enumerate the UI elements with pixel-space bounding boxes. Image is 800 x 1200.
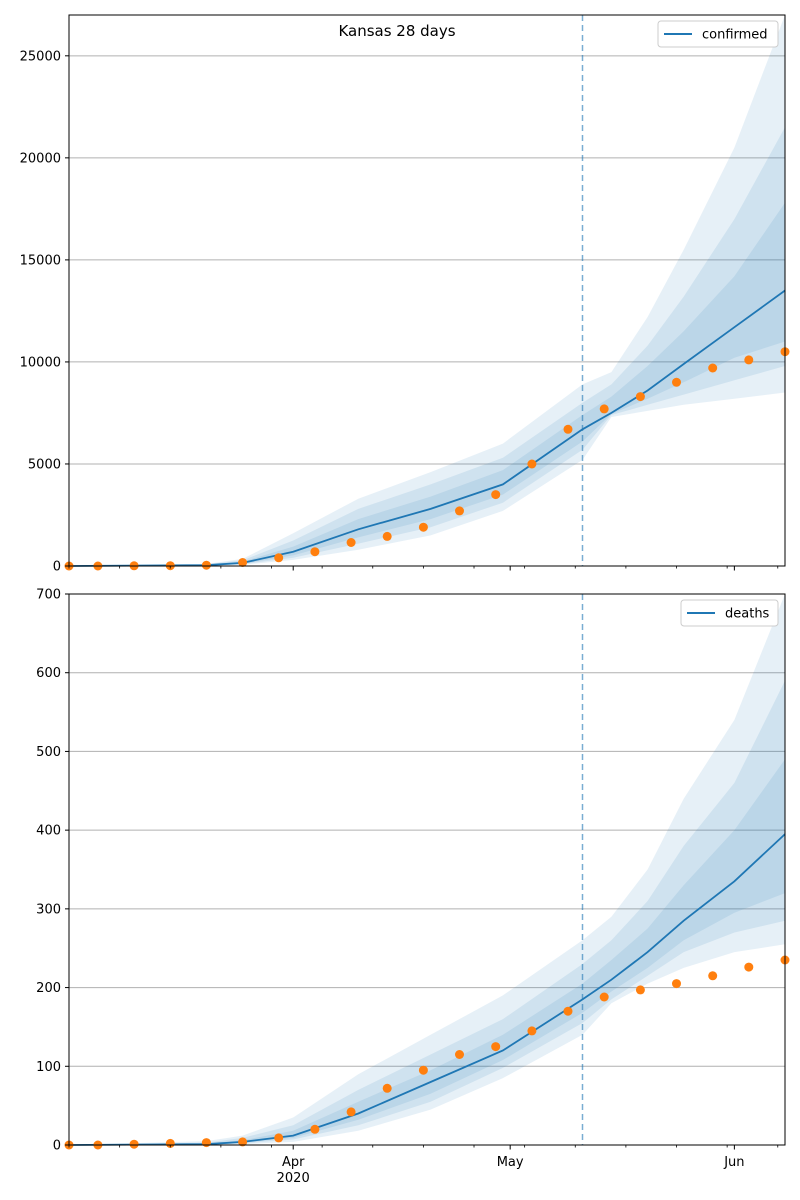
deaths-y-tick-label: 200: [36, 981, 61, 996]
confirmed-bands: [69, 15, 785, 566]
confirmed-observed-point: [238, 558, 248, 567]
confirmed-observed-point: [491, 490, 501, 500]
deaths-confidence-band: [69, 594, 785, 1145]
confirmed-observed-point: [563, 424, 573, 434]
deaths-observed-point: [238, 1137, 248, 1147]
deaths-observed-point: [491, 1042, 501, 1052]
confirmed-y-tick-label: 5000: [28, 457, 61, 472]
deaths-y-tick-label: 0: [53, 1139, 61, 1154]
deaths-observed-point: [382, 1083, 392, 1093]
deaths-legend-box: [680, 599, 779, 627]
confirmed-observed-point: [201, 560, 211, 570]
x-tick-sublabel: 2020: [277, 1171, 310, 1186]
x-tick-label: Apr: [282, 1155, 305, 1170]
deaths-y-ticks: 0 100 200 300 400 500 600 700: [36, 588, 69, 1154]
confirmed-legend: confirmed: [657, 20, 779, 48]
confirmed-y-tick-label: 10000: [20, 355, 61, 370]
confirmed-observed-point: [599, 404, 609, 414]
deaths-y-tick-label: 100: [36, 1060, 61, 1075]
deaths-y-tick-label: 400: [36, 824, 61, 839]
confirmed-x-ticks: [68, 566, 779, 571]
deaths-y-tick-label: 600: [36, 666, 61, 681]
deaths-observed-point: [129, 1139, 139, 1149]
deaths-confidence-band: [69, 759, 785, 1145]
deaths-x-ticks: [68, 1145, 779, 1150]
x-tick-label: May: [497, 1155, 524, 1170]
confirmed-observed-point: [310, 547, 320, 557]
deaths-y-tick-label: 500: [36, 745, 61, 760]
deaths-observed-point: [201, 1138, 211, 1148]
confirmed-y-tick-label: 0: [53, 560, 61, 575]
confirmed-observed-point: [418, 522, 428, 532]
confirmed-observed-point: [274, 553, 284, 563]
deaths-bands: [69, 594, 785, 1145]
confirmed-observed-point: [708, 363, 718, 373]
confirmed-legend-label: confirmed: [702, 28, 768, 43]
deaths-observed-point: [165, 1138, 175, 1148]
confirmed-y-tick-label: 25000: [20, 49, 61, 64]
x-tick-label: Jun: [723, 1155, 744, 1170]
confirmed-observed-point: [346, 538, 356, 547]
deaths-observed-point: [599, 992, 609, 1002]
confirmed-grid: [69, 55, 785, 465]
deaths-legend-label: deaths: [725, 607, 770, 622]
confirmed-observed-point: [635, 392, 645, 402]
confirmed-observed-point: [744, 355, 754, 365]
deaths-observed-point: [527, 1026, 537, 1036]
chart-title: Kansas 28 days: [338, 22, 455, 40]
deaths-observed-point: [672, 979, 681, 989]
confirmed-points: [64, 347, 790, 571]
confirmed-y-ticks: 0 5000 10000 15000 20000 25000: [20, 49, 69, 575]
confirmed-legend-box: [657, 20, 779, 48]
confirmed-axes-frame: [68, 14, 786, 567]
confirmed-confidence-band: [69, 202, 785, 566]
deaths-legend: deaths: [680, 599, 779, 627]
deaths-observed-point: [563, 1006, 573, 1016]
confirmed-y-tick-label: 15000: [20, 253, 61, 268]
confirmed-panel: 0 5000 10000 15000 20000 25000 Kansas 28 days…: [20, 14, 790, 575]
deaths-observed-point: [455, 1050, 464, 1059]
deaths-observed-point: [708, 971, 718, 981]
deaths-observed-point: [418, 1065, 428, 1075]
deaths-observed-point: [274, 1133, 284, 1143]
confirmed-y-tick-label: 20000: [20, 151, 61, 166]
deaths-observed-point: [310, 1124, 320, 1134]
deaths-confidence-band: [69, 680, 785, 1145]
deaths-y-tick-label: 300: [36, 902, 61, 917]
deaths-y-tick-label: 700: [36, 588, 61, 603]
confirmed-observed-point: [382, 531, 392, 541]
confirmed-observed-point: [455, 506, 464, 516]
confirmed-observed-point: [527, 459, 537, 469]
deaths-observed-point: [744, 962, 754, 972]
confirmed-observed-point: [672, 377, 681, 387]
deaths-observed-point: [635, 985, 645, 995]
deaths-observed-point: [346, 1107, 356, 1117]
deaths-axes-frame: [68, 593, 786, 1146]
